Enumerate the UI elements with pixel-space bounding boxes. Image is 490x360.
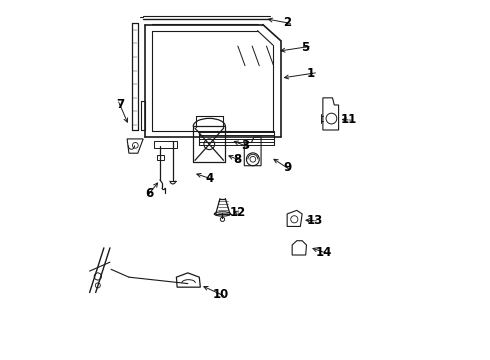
Text: 10: 10 xyxy=(213,288,229,301)
Text: 5: 5 xyxy=(301,41,309,54)
Text: 9: 9 xyxy=(283,161,291,174)
Text: 7: 7 xyxy=(116,99,124,112)
Text: 14: 14 xyxy=(316,246,332,258)
Text: 11: 11 xyxy=(341,113,357,126)
Text: 6: 6 xyxy=(145,187,153,200)
Text: 1: 1 xyxy=(307,67,315,80)
FancyBboxPatch shape xyxy=(157,156,164,159)
Text: 13: 13 xyxy=(307,214,323,227)
Text: 2: 2 xyxy=(283,16,291,29)
Text: 4: 4 xyxy=(205,172,214,185)
Text: 8: 8 xyxy=(233,153,241,166)
Text: 3: 3 xyxy=(241,139,249,152)
Text: 12: 12 xyxy=(230,206,246,219)
